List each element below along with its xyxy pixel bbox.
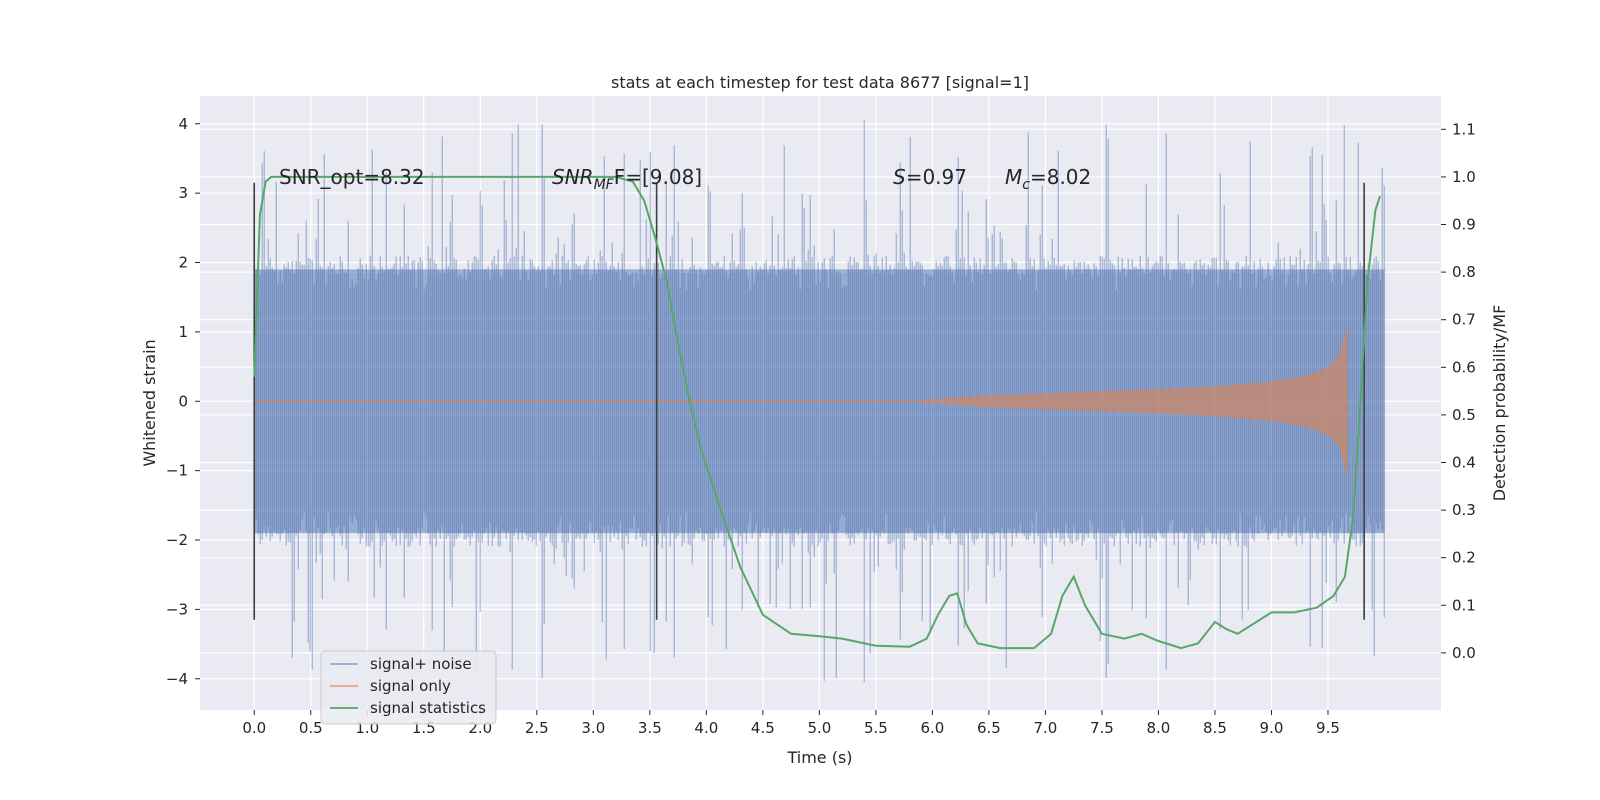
chart-title: stats at each timestep for test data 867…: [611, 73, 1029, 92]
x-tick-label: 6.5: [977, 719, 1001, 737]
y2-axis-label: Detection probability/MF: [1490, 305, 1509, 502]
x-tick-label: 5.5: [864, 719, 888, 737]
y2-tick-label: 1.0: [1452, 168, 1476, 186]
legend-label-signal-noise: signal+ noise: [370, 655, 472, 673]
snr-mf-subscript: MF: [594, 177, 615, 193]
y2-tick-label: 0.1: [1452, 596, 1476, 614]
legend: signal+ noise signal only signal statist…: [320, 650, 497, 725]
y-tick-label: 1: [178, 323, 188, 341]
y2-tick-label: 0.2: [1452, 549, 1476, 567]
x-tick-label: 8.5: [1203, 719, 1227, 737]
y-tick-label: −4: [166, 670, 188, 688]
snr-mf-value: F=[9.08]: [614, 165, 702, 189]
y2-tick-label: 0.8: [1452, 263, 1476, 281]
mc-annotation: Mc=8.02: [1005, 165, 1091, 193]
snr-mf-symbol: SNR: [552, 165, 594, 189]
y2-axis-ticks: 1.1 1.0 0.9 0.8 0.7 0.6 0.5 0.4 0.3 0.2 0.1 0.0: [1441, 120, 1476, 662]
y-tick-label: −1: [166, 462, 188, 480]
mc-symbol: M: [1005, 165, 1022, 189]
x-tick-label: 3.0: [581, 719, 605, 737]
x-tick-label: 0.0: [242, 719, 266, 737]
y-tick-label: 0: [178, 392, 188, 410]
y2-tick-label: 0.3: [1452, 501, 1476, 519]
x-axis-ticks: 0.0 0.5 1.0 1.5 2.0 2.5 3.0 3.5 4.0 4.5 5.0 5.5 6.0 6…: [242, 710, 1340, 737]
x-axis-label: Time (s): [786, 748, 852, 767]
x-tick-label: 4.5: [751, 719, 775, 737]
x-tick-label: 7.5: [1090, 719, 1114, 737]
y2-tick-label: 0.5: [1452, 406, 1476, 424]
mc-value: =8.02: [1030, 165, 1091, 189]
y-tick-label: 2: [178, 254, 188, 272]
x-tick-label: 5.0: [807, 719, 831, 737]
mc-subscript: c: [1022, 177, 1030, 193]
y2-tick-label: 0.7: [1452, 311, 1476, 329]
legend-label-signal-only: signal only: [370, 677, 451, 695]
x-tick-label: 9.0: [1260, 719, 1284, 737]
x-tick-label: 4.0: [694, 719, 718, 737]
y2-tick-label: 1.1: [1452, 120, 1476, 138]
x-tick-label: 0.5: [299, 719, 323, 737]
s-annotation: S=0.97: [893, 165, 967, 189]
y-tick-label: −2: [166, 531, 188, 549]
y-axis-label: Whitened strain: [140, 339, 159, 466]
y2-tick-label: 0.0: [1452, 644, 1476, 662]
y-axis-ticks: 4 3 2 1 0 −1 −2 −3 −4: [166, 115, 200, 688]
x-tick-label: 9.5: [1316, 719, 1340, 737]
y-tick-label: −3: [166, 600, 188, 618]
snr-opt-annotation: SNR_opt=8.32: [279, 165, 425, 189]
x-tick-label: 7.0: [1033, 719, 1057, 737]
s-symbol: S: [893, 165, 906, 189]
y2-tick-label: 0.6: [1452, 358, 1476, 376]
signal-only-series: [909, 328, 1348, 475]
y-tick-label: 4: [178, 115, 188, 133]
legend-label-signal-statistics: signal statistics: [370, 699, 486, 717]
signal-noise-series: [253, 120, 1385, 683]
x-tick-label: 2.5: [525, 719, 549, 737]
y-tick-label: 3: [178, 184, 188, 202]
snr-mf-annotation: SNRMFF=[9.08]: [552, 165, 702, 193]
x-tick-label: 8.0: [1147, 719, 1171, 737]
s-value: =0.97: [906, 165, 967, 189]
plot-area: [253, 120, 1385, 683]
legend-box: [320, 650, 497, 725]
y2-tick-label: 0.4: [1452, 453, 1476, 471]
y2-tick-label: 0.9: [1452, 216, 1476, 234]
signal-statistics-series: [253, 175, 1381, 650]
x-tick-label: 6.0: [920, 719, 944, 737]
marker-lines: [253, 182, 1365, 620]
x-tick-label: 3.5: [638, 719, 662, 737]
